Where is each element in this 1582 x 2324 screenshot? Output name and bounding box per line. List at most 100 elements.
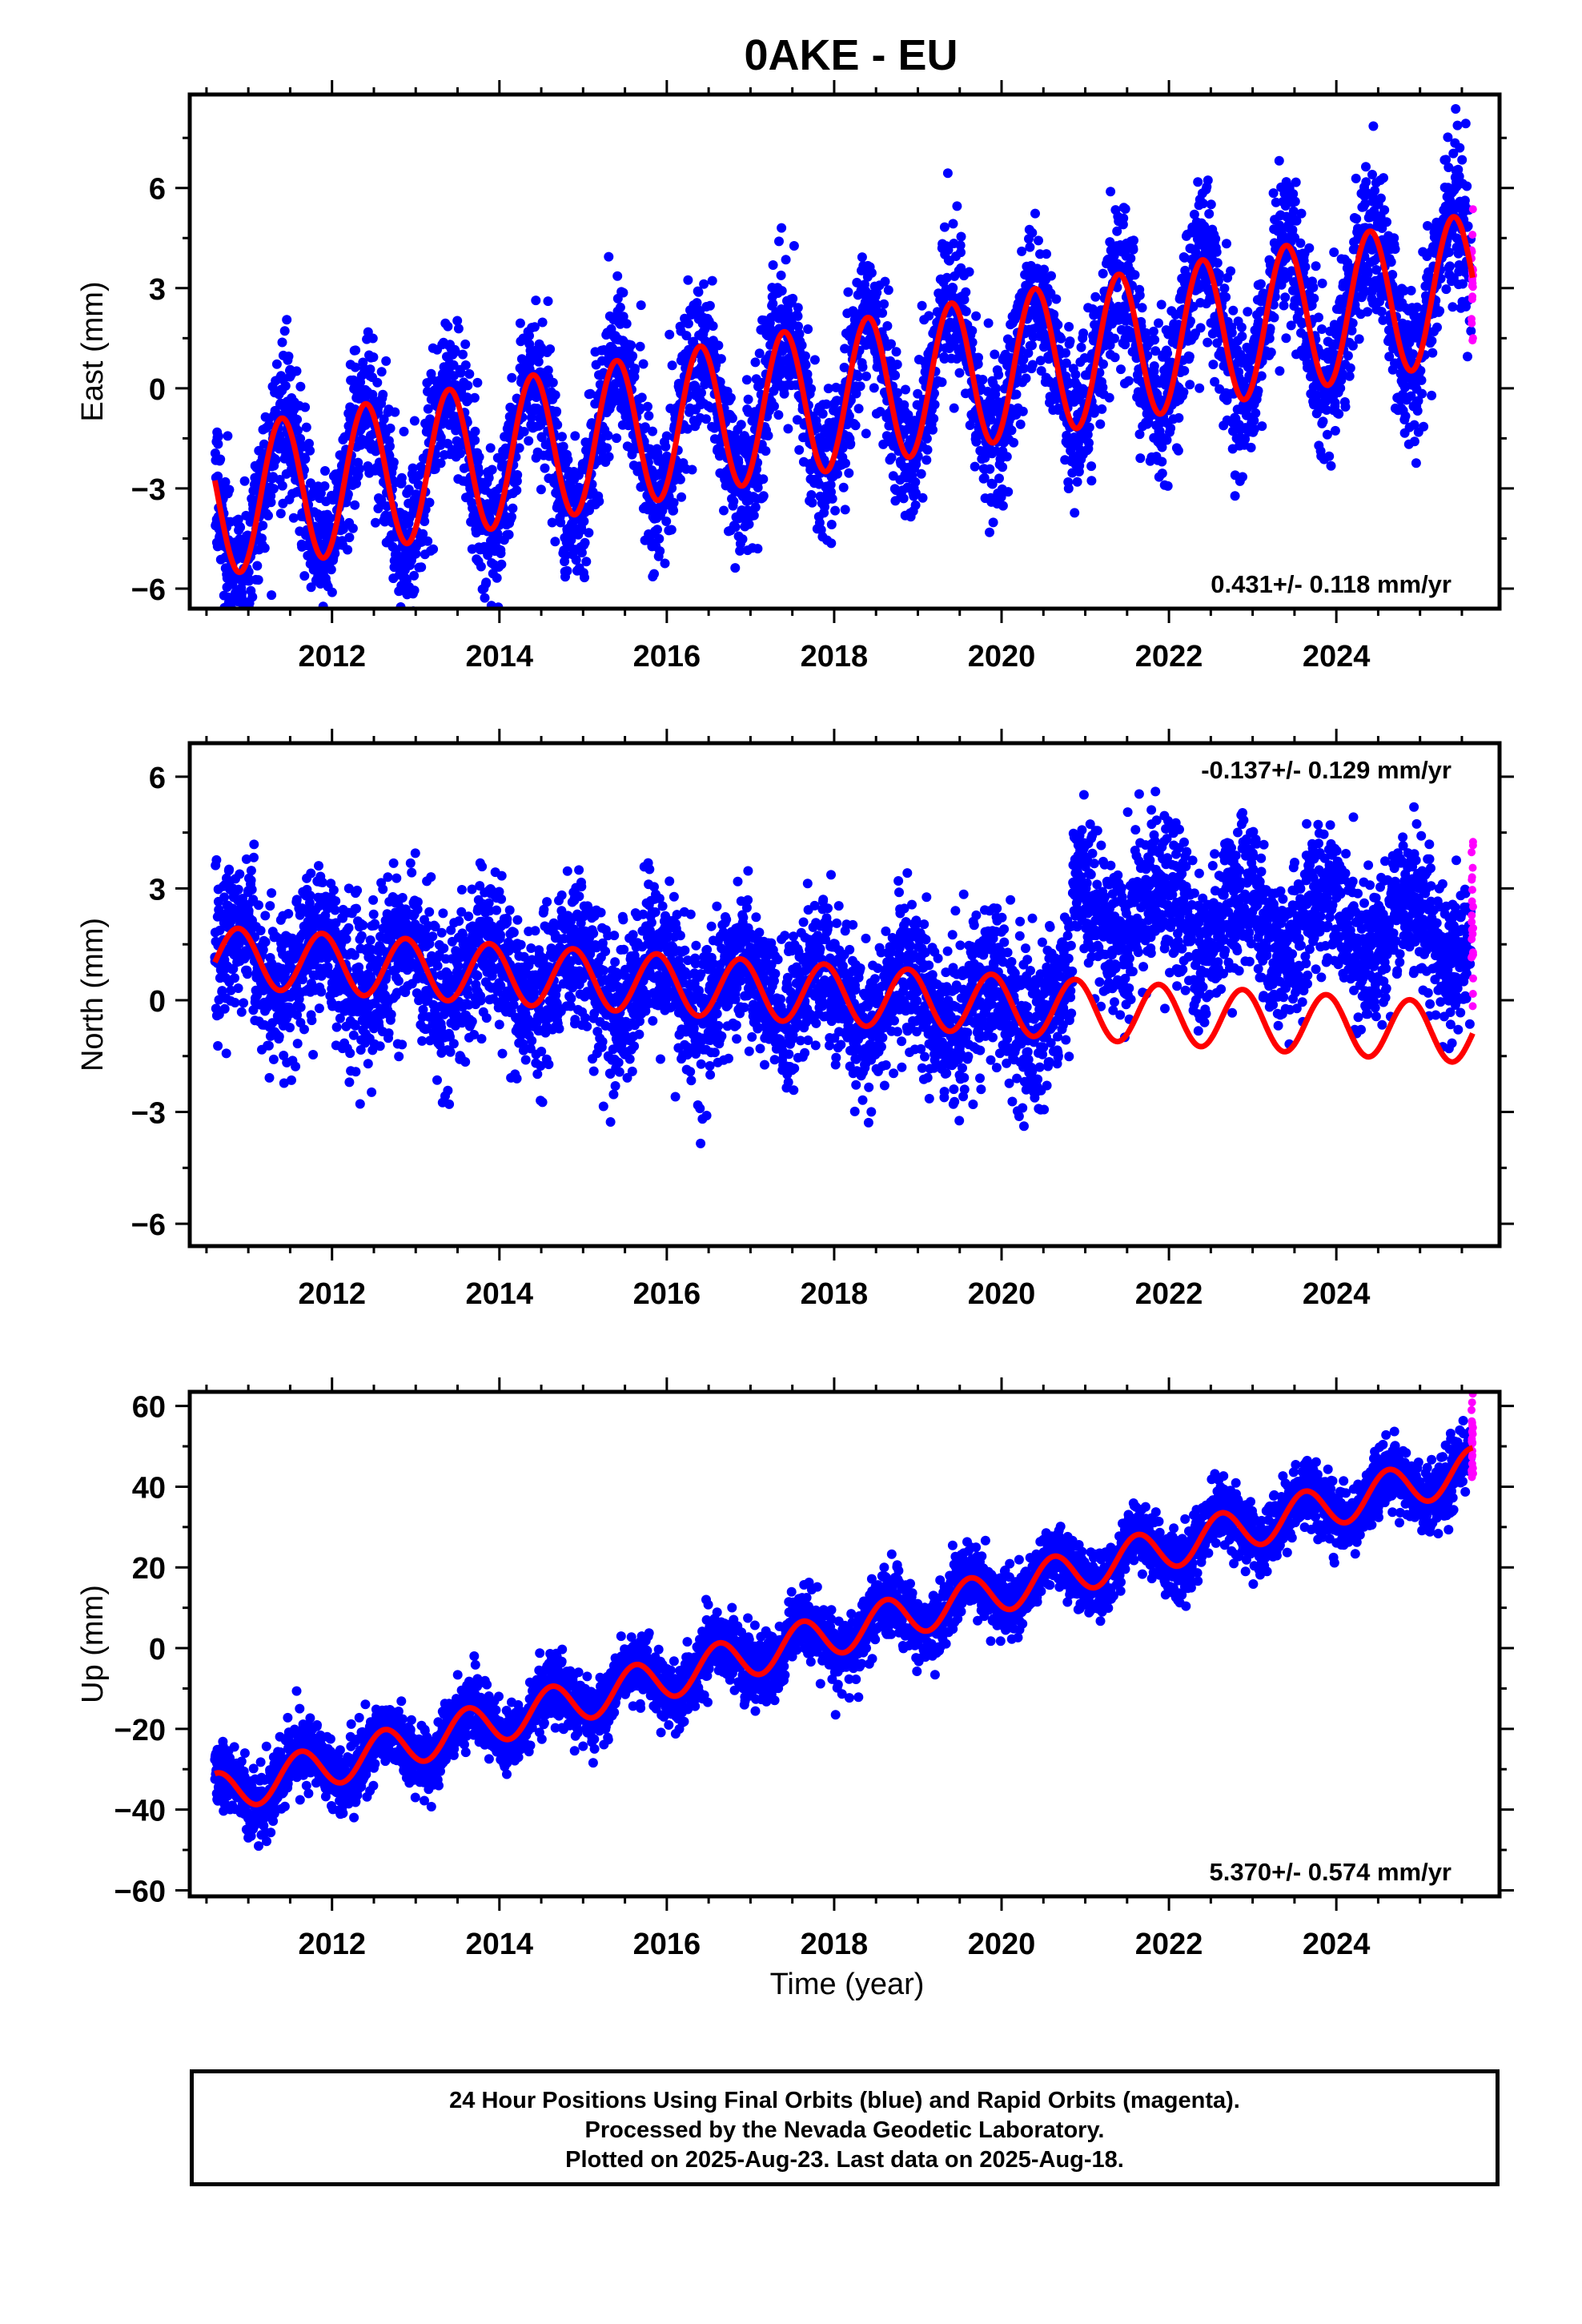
data-point bbox=[305, 445, 315, 456]
data-point bbox=[1363, 307, 1372, 317]
data-point bbox=[708, 321, 718, 332]
data-point bbox=[230, 625, 239, 634]
data-point bbox=[736, 420, 746, 430]
data-point bbox=[1017, 246, 1027, 256]
data-point bbox=[311, 613, 321, 622]
data-point bbox=[921, 455, 932, 465]
data-point bbox=[921, 433, 932, 444]
data-point bbox=[1228, 305, 1239, 316]
data-point bbox=[1379, 173, 1388, 183]
data-point bbox=[1314, 312, 1323, 323]
data-point bbox=[1308, 282, 1319, 292]
data-point bbox=[1098, 268, 1108, 279]
data-point bbox=[1006, 425, 1017, 436]
data-point bbox=[1255, 279, 1266, 289]
data-point bbox=[1116, 364, 1126, 375]
data-point bbox=[407, 616, 416, 625]
data-point bbox=[1227, 328, 1237, 338]
data-point bbox=[304, 438, 314, 448]
data-point bbox=[1280, 292, 1291, 303]
east-panel: 2012 2014 2016 2018 2020 2022 2024−6−3036East … bbox=[76, 80, 1514, 673]
data-point bbox=[1311, 261, 1321, 271]
data-point bbox=[531, 296, 541, 306]
data-point bbox=[409, 585, 420, 596]
data-point bbox=[306, 582, 316, 593]
data-point bbox=[275, 509, 286, 519]
data-point bbox=[1351, 173, 1361, 183]
data-point bbox=[1317, 324, 1327, 334]
data-point bbox=[1318, 416, 1328, 427]
data-point bbox=[1367, 170, 1377, 179]
data-point bbox=[1185, 380, 1195, 390]
data-point bbox=[584, 528, 594, 538]
data-point bbox=[948, 219, 958, 229]
data-point bbox=[301, 422, 311, 432]
data-point bbox=[1274, 155, 1284, 166]
data-point bbox=[879, 299, 889, 309]
data-point bbox=[504, 529, 514, 540]
data-point bbox=[713, 340, 724, 351]
data-point bbox=[343, 489, 353, 500]
data-point bbox=[850, 420, 861, 431]
data-point bbox=[1129, 235, 1138, 246]
data-point bbox=[420, 517, 430, 526]
data-point bbox=[1179, 366, 1190, 376]
data-point bbox=[550, 390, 560, 400]
data-point bbox=[355, 464, 364, 474]
data-point bbox=[1128, 244, 1138, 255]
data-point bbox=[666, 525, 677, 535]
data-point bbox=[877, 308, 888, 318]
data-point bbox=[1343, 351, 1353, 361]
data-point bbox=[1148, 326, 1158, 336]
data-point bbox=[929, 413, 939, 424]
data-point bbox=[677, 492, 687, 502]
data-point bbox=[344, 533, 355, 543]
data-point bbox=[460, 360, 471, 370]
data-point bbox=[618, 287, 628, 298]
data-point bbox=[1275, 366, 1285, 376]
data-point bbox=[730, 522, 741, 533]
data-point bbox=[408, 463, 418, 473]
data-point bbox=[508, 503, 518, 513]
data-point bbox=[223, 431, 233, 441]
data-point bbox=[258, 521, 268, 531]
data-point bbox=[1386, 257, 1396, 267]
data-point bbox=[983, 318, 994, 328]
data-point bbox=[788, 293, 798, 304]
data-point bbox=[1056, 333, 1066, 344]
data-point bbox=[385, 423, 396, 433]
data-point bbox=[474, 452, 484, 462]
data-point bbox=[320, 466, 330, 476]
data-point bbox=[347, 523, 358, 533]
data-point bbox=[636, 392, 647, 403]
data-point bbox=[781, 255, 791, 265]
data-point bbox=[1173, 445, 1183, 456]
data-point bbox=[279, 326, 290, 336]
data-point bbox=[1361, 177, 1371, 187]
data-point bbox=[496, 549, 506, 558]
data-point bbox=[948, 283, 958, 293]
data-point bbox=[512, 485, 522, 496]
data-point bbox=[1015, 419, 1026, 429]
data-point bbox=[1361, 162, 1371, 172]
data-point bbox=[365, 364, 375, 375]
data-point bbox=[266, 497, 276, 508]
data-point bbox=[241, 646, 251, 656]
data-point bbox=[777, 286, 787, 296]
data-point bbox=[701, 414, 711, 424]
data-point bbox=[1051, 294, 1062, 304]
data-point bbox=[1137, 303, 1147, 313]
data-point bbox=[271, 455, 281, 465]
data-point bbox=[991, 384, 1001, 393]
data-point bbox=[1304, 243, 1315, 253]
data-point bbox=[552, 406, 562, 416]
east-final-points bbox=[210, 104, 1476, 656]
data-point bbox=[563, 455, 573, 465]
data-point bbox=[801, 360, 811, 370]
data-point bbox=[699, 279, 709, 289]
data-point bbox=[1166, 423, 1176, 433]
data-point bbox=[615, 302, 625, 312]
data-point bbox=[410, 618, 420, 628]
data-point bbox=[1084, 438, 1094, 448]
data-point bbox=[1106, 187, 1116, 197]
